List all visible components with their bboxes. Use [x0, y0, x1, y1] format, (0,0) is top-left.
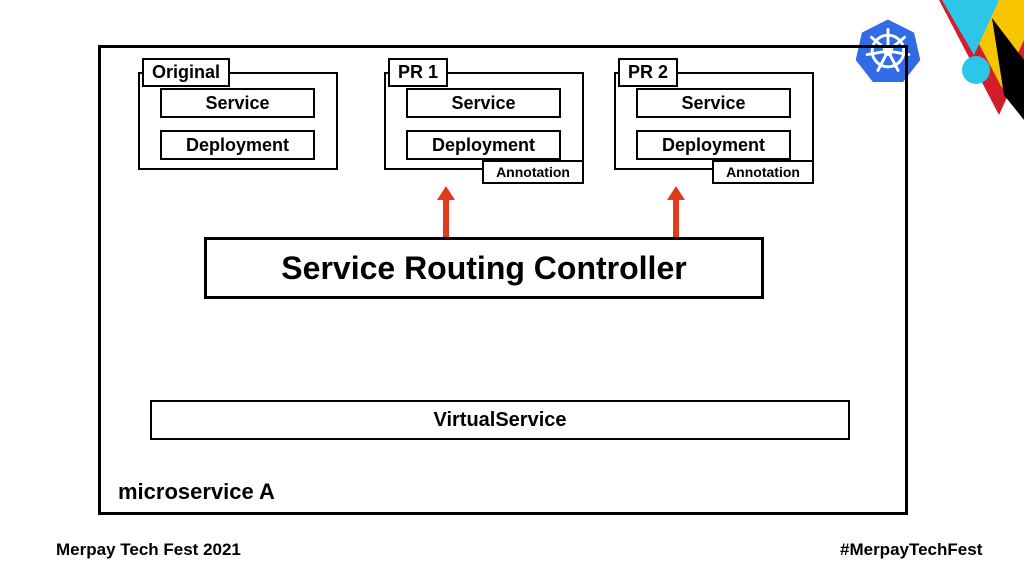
annotation-box: Annotation [712, 160, 814, 184]
pod-label: PR 2 [618, 58, 678, 87]
service-box: Service [636, 88, 791, 118]
pod-label: PR 1 [388, 58, 448, 87]
pod-label: Original [142, 58, 230, 87]
deployment-box: Deployment [406, 130, 561, 160]
footer-event-name: Merpay Tech Fest 2021 [56, 540, 241, 560]
microservice-label: microservice A [118, 479, 275, 505]
deployment-box: Deployment [160, 130, 315, 160]
footer-hashtag: #MerpayTechFest [840, 540, 982, 560]
annotation-box: Annotation [482, 160, 584, 184]
service-routing-controller: Service Routing Controller [204, 237, 764, 299]
deployment-box: Deployment [636, 130, 791, 160]
virtual-service-box: VirtualService [150, 400, 850, 440]
service-box: Service [406, 88, 561, 118]
arrow-up [437, 186, 455, 237]
arrow-up [667, 186, 685, 237]
service-box: Service [160, 88, 315, 118]
